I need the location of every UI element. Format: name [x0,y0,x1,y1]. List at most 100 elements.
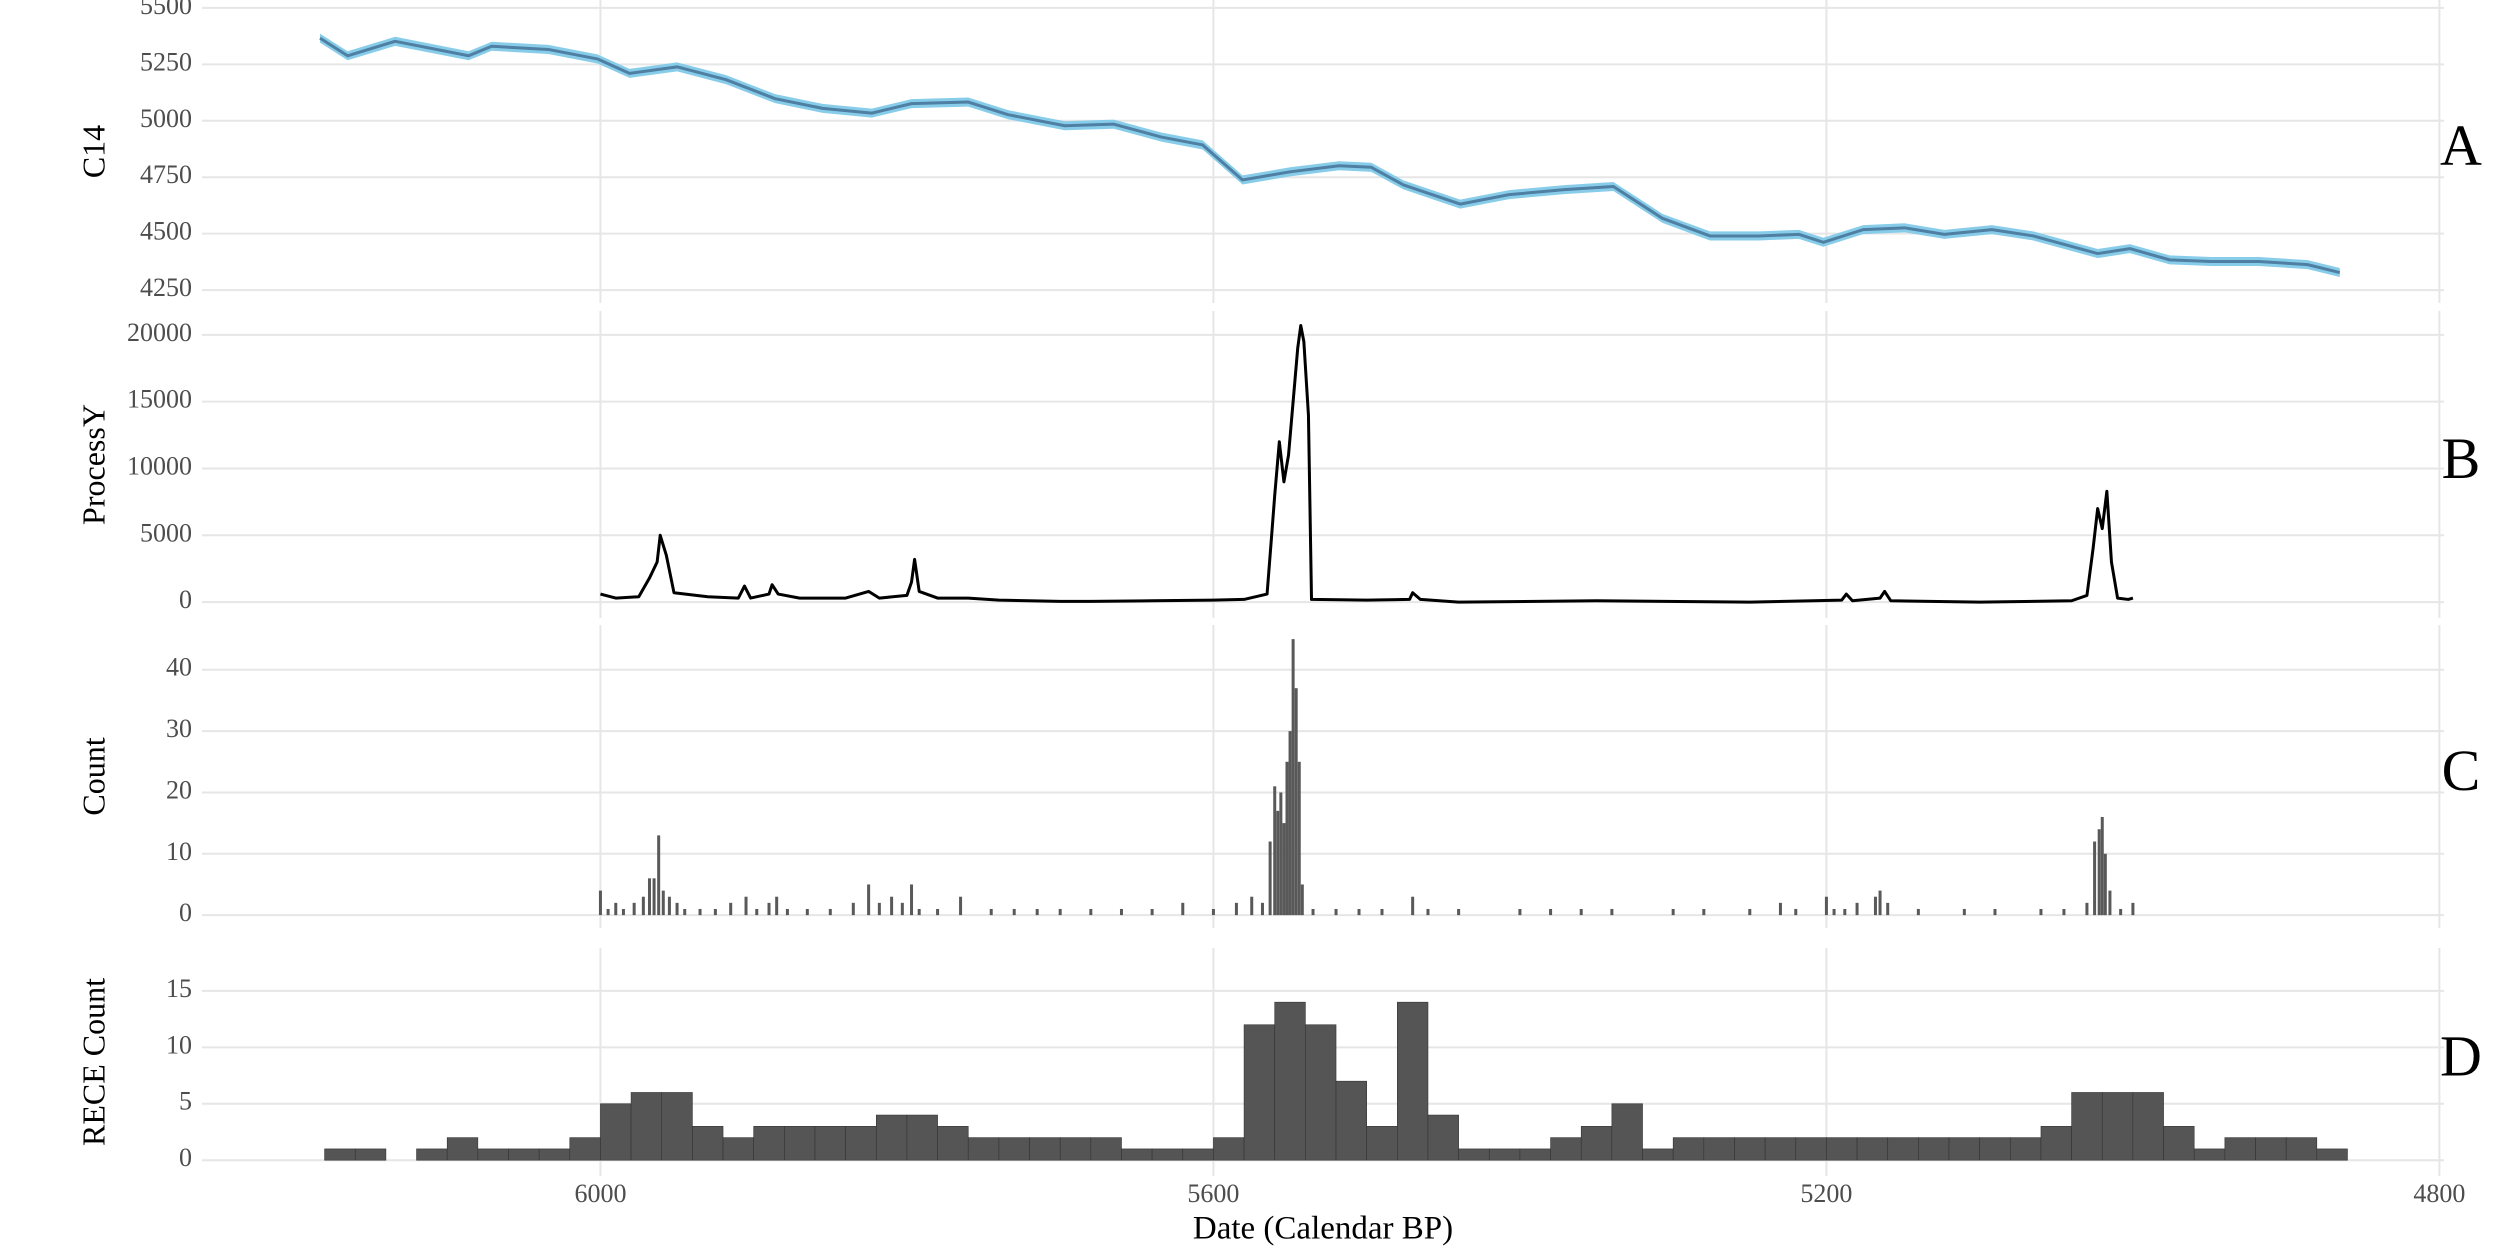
histogram-bar [600,1103,632,1161]
histogram-bar [538,1148,571,1161]
x-tick-label: 5200 [1800,1179,1852,1208]
histogram-bar [1090,1137,1122,1161]
bar [744,896,748,916]
histogram-bar [2163,1126,2195,1161]
histogram-bar [1121,1148,1153,1161]
histogram-bar [1550,1137,1582,1161]
bar [767,902,771,916]
bar [1843,908,1847,916]
histogram-bar [1243,1024,1276,1161]
bar [661,890,665,916]
bar [1855,902,1859,916]
histogram-bar [1642,1148,1674,1161]
y-tick-label: 4250 [140,273,192,302]
histogram-bar [354,1148,387,1161]
bar [851,902,855,916]
histogram-bar [2316,1148,2348,1161]
bar [1357,908,1361,916]
bar [667,896,671,916]
bar [959,896,963,916]
bar [1276,810,1280,916]
histogram-bar [661,1092,693,1161]
bar [1119,908,1123,916]
bar [713,908,717,916]
bar [1411,896,1415,916]
histogram-bar [1029,1137,1061,1161]
bar [910,884,914,916]
bar [1234,902,1238,916]
y-tick-label: 4500 [140,217,192,246]
x-tick-label: 5600 [1187,1179,1239,1208]
histogram-bar [753,1126,785,1161]
histogram-bar [1611,1103,1643,1161]
bar [805,908,809,916]
bar [1993,908,1997,916]
bar [936,908,940,916]
bar [1285,761,1289,916]
bar [755,908,759,916]
y-tick-label: 15000 [127,385,192,414]
histogram-bar [1764,1137,1797,1161]
bar [1334,908,1338,916]
bar [1211,908,1215,916]
histogram-bar [1182,1148,1214,1161]
bar [2108,890,2112,916]
bar [890,896,894,916]
bar [1610,908,1614,916]
histogram-bar [1488,1148,1521,1161]
bar [1832,908,1836,916]
bar [1962,908,1966,916]
bar [2093,841,2097,916]
bar [1426,908,1430,916]
bar [1878,890,1882,916]
histogram-bar [477,1148,509,1161]
bar [1579,908,1583,916]
y-axis-title: ProcessY [75,404,111,525]
y-tick-label: 30 [166,714,192,743]
x-tick-label: 6000 [574,1179,626,1208]
histogram-bar [508,1148,540,1161]
panel-label: B [2442,426,2481,491]
histogram-bar [784,1126,816,1161]
y-tick-label: 5000 [140,104,192,133]
y-tick-label: 10 [166,1030,192,1059]
bar [1457,908,1461,916]
histogram-bar [446,1137,479,1161]
panel-label: A [2440,113,2482,178]
bar [1873,896,1877,916]
histogram-bar [2071,1092,2103,1161]
histogram-bar [967,1137,1000,1161]
bar [2039,908,2043,916]
y-tick-label: 20000 [127,318,192,347]
bar [2097,829,2101,916]
bar [1794,908,1798,916]
histogram-bar [416,1148,448,1161]
bar [614,902,618,916]
bar [632,902,636,916]
panel-label: C [2442,738,2481,803]
panel: 0 5 10 15 6000 5600 5200 4800 RECE Count D Date (C… [75,948,2482,1247]
histogram-bar [630,1092,663,1161]
y-tick-label: 40 [166,653,192,682]
y-tick-label: 5 [179,1087,192,1116]
y-tick-label: 10 [166,837,192,866]
bar [2119,908,2123,916]
y-tick-label: 5000 [140,518,192,547]
bar [1273,786,1277,916]
histogram-bar [569,1137,601,1161]
histogram-bar [692,1126,724,1161]
histogram-bar [1059,1137,1092,1161]
bar [647,878,651,916]
bar [1824,896,1828,916]
bar [1297,761,1301,916]
histogram-bar [1795,1137,1827,1161]
histogram-bar [2255,1137,2287,1161]
histogram-bar [1305,1024,1337,1161]
bar [785,908,789,916]
histogram-bar [1580,1126,1613,1161]
bar [1288,731,1292,916]
histogram-bar [906,1114,938,1161]
bar [729,902,733,916]
bar [1282,823,1286,916]
bar [1035,908,1039,916]
